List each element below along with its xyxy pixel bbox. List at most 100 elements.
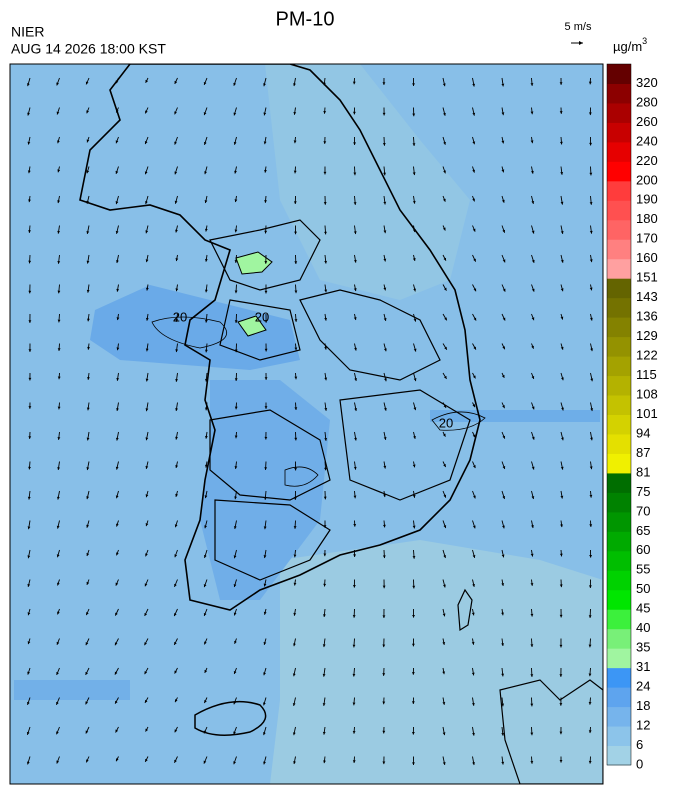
wind-arrowhead — [412, 585, 416, 589]
wind-arrowhead — [203, 141, 207, 145]
wind-arrowhead — [502, 317, 506, 321]
wind-arrowhead — [471, 641, 475, 645]
wind-arrowhead — [145, 79, 149, 83]
wind-arrowhead — [412, 200, 416, 204]
wind-arrowhead — [560, 172, 564, 175]
colorbar-label: 24 — [636, 679, 650, 694]
wind-arrowhead — [204, 435, 208, 439]
wind-arrowhead — [411, 731, 415, 735]
wind-arrowhead — [411, 672, 415, 675]
wind-arrowhead — [144, 583, 148, 587]
wind-arrowhead — [87, 346, 91, 350]
wind-arrowhead — [175, 465, 179, 468]
wind-arrowhead — [57, 437, 61, 440]
wind-arrowhead — [264, 200, 268, 203]
wind-arrowhead — [264, 230, 268, 234]
wind-arrowhead — [85, 730, 89, 734]
wind-arrowhead — [559, 584, 563, 588]
wind-arrowhead — [234, 640, 237, 644]
wind-arrowhead — [86, 289, 90, 293]
wind-arrowhead — [144, 699, 148, 703]
wind-arrowhead — [324, 317, 328, 321]
wind-arrowhead — [588, 644, 592, 648]
colorbar-segment — [607, 239, 631, 260]
colorbar: 0 6 12 18 24 31 35 40 45 50 55 60 65 70 75 81 87 94 101 108… — [606, 63, 658, 771]
wind-arrowhead — [560, 231, 564, 234]
wind-arrowhead — [530, 170, 534, 174]
wind-arrowhead — [559, 731, 563, 735]
wind-arrowhead — [502, 288, 506, 292]
wind-arrowhead — [324, 467, 327, 471]
colorbar-segment — [607, 317, 631, 338]
wind-arrowhead — [264, 467, 268, 470]
wind-arrowhead — [412, 762, 415, 766]
colorbar-segment — [607, 141, 631, 162]
wind-arrowhead — [293, 643, 296, 647]
wind-arrowhead — [442, 433, 446, 437]
wind-arrowhead — [472, 228, 476, 232]
wind-arrowhead — [322, 731, 326, 735]
wind-arrowhead — [293, 111, 297, 115]
wind-arrowhead — [413, 318, 417, 322]
wind-arrowhead — [116, 317, 120, 321]
wind-arrowhead — [234, 378, 238, 381]
wind-arrowhead — [293, 612, 297, 616]
wind-arrowhead — [444, 317, 447, 321]
contour-label: 20 — [439, 415, 453, 430]
wind-arrowhead — [293, 582, 297, 586]
wind-arrowhead — [263, 761, 266, 765]
wind-arrowhead — [412, 258, 416, 261]
wind-scale-arrowhead — [579, 41, 583, 45]
colorbar-segment — [607, 433, 631, 454]
wind-arrowhead — [353, 317, 357, 321]
wind-arrowhead — [294, 407, 298, 411]
colorbar-segment — [607, 570, 631, 591]
wind-arrowhead — [560, 524, 563, 528]
wind-arrowhead — [413, 288, 417, 292]
wind-arrowhead — [472, 404, 475, 408]
wind-arrowhead — [27, 583, 31, 587]
wind-arrowhead — [443, 112, 446, 116]
wind-arrowhead — [323, 525, 327, 528]
colorbar-label: 115 — [636, 367, 657, 382]
wind-arrowhead — [293, 761, 296, 765]
wind-arrowhead — [234, 435, 238, 439]
wind-arrowhead — [443, 555, 447, 559]
colorbar-label: 108 — [636, 386, 658, 401]
wind-arrowhead — [264, 406, 268, 409]
wind-arrowhead — [502, 259, 506, 263]
wind-arrowhead — [264, 290, 268, 294]
wind-arrowhead — [233, 584, 237, 588]
wind-arrowhead — [442, 732, 446, 736]
wind-arrowhead — [323, 614, 326, 617]
wind-arrowhead — [472, 554, 476, 558]
wind-arrowhead — [354, 408, 358, 412]
wind-arrowhead — [560, 346, 564, 350]
wind-arrowhead — [560, 316, 564, 320]
wind-arrowhead — [204, 200, 208, 204]
colorbar-label: 143 — [636, 289, 658, 304]
wind-arrowhead — [293, 554, 297, 558]
wind-arrowhead — [472, 141, 476, 145]
wind-arrowhead — [382, 112, 386, 116]
wind-arrowhead — [322, 703, 326, 706]
colorbar-segment — [607, 472, 631, 493]
wind-arrowhead — [531, 317, 535, 321]
wind-arrowhead — [501, 643, 505, 646]
wind-arrowhead — [233, 670, 237, 674]
wind-arrowhead — [560, 288, 564, 292]
wind-arrowhead — [472, 525, 476, 529]
wind-arrowhead — [116, 408, 119, 411]
wind-arrowhead — [86, 496, 90, 500]
wind-arrowhead — [175, 349, 179, 353]
wind-arrowhead — [86, 467, 90, 471]
high-concentration-area — [14, 680, 130, 700]
wind-arrowhead — [354, 347, 357, 351]
wind-arrowhead — [115, 582, 119, 586]
wind-arrowhead — [472, 465, 476, 469]
wind-arrowhead — [56, 525, 60, 529]
wind-arrowhead — [531, 200, 535, 204]
wind-arrowhead — [501, 732, 505, 736]
